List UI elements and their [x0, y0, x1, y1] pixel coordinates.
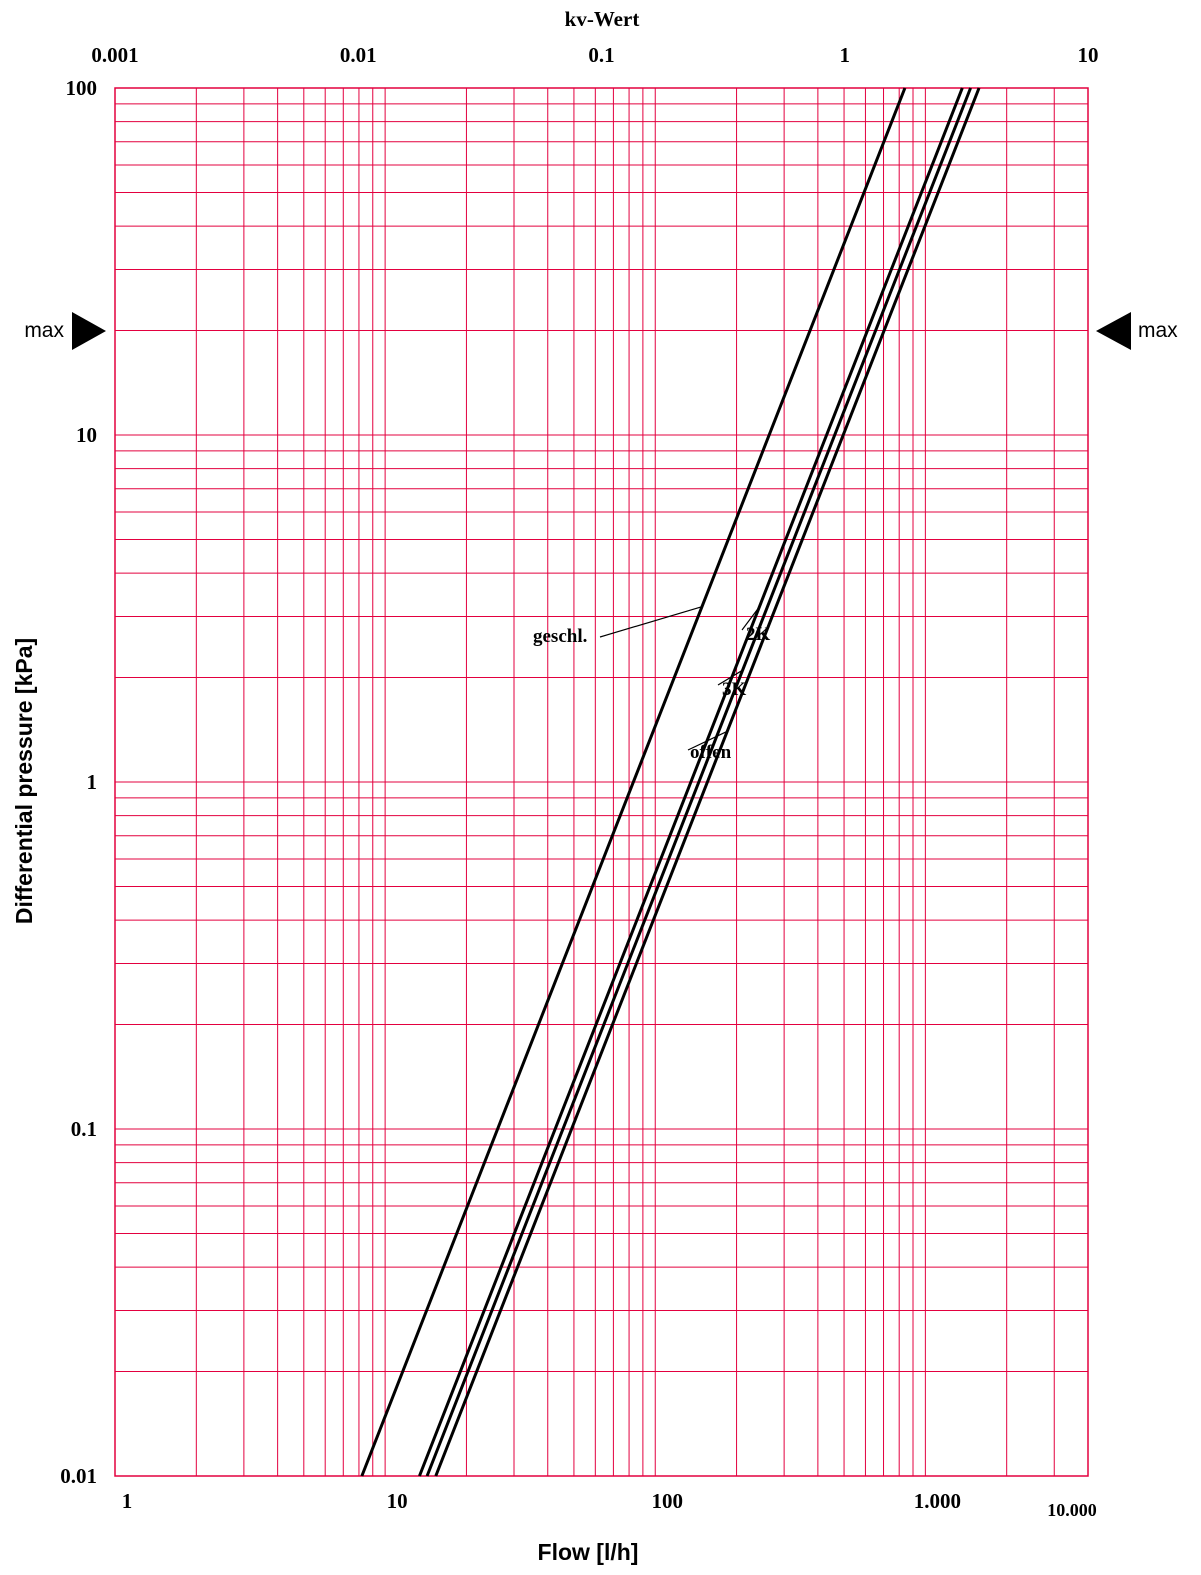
series-leader-line	[599, 606, 703, 638]
max-triangle-right-icon	[1096, 312, 1131, 350]
max-marker-right: max	[1096, 312, 1178, 350]
top-tick-label: 10	[1078, 43, 1099, 67]
y-tick-label: 0.1	[71, 1117, 97, 1141]
series-leader-line	[717, 669, 743, 686]
top-axis-label: kv-Wert	[565, 7, 640, 31]
top-tick-label: 1	[840, 43, 851, 67]
series-label: 3K	[722, 679, 747, 700]
x-axis-ticks: 1 10 100 1.000 10.000	[122, 1489, 1097, 1520]
series-line	[360, 87, 907, 1477]
x-tick-label: 1.000	[914, 1489, 961, 1513]
y-tick-label: 100	[66, 76, 98, 100]
series-line	[434, 87, 981, 1477]
top-tick-label: 0.1	[588, 43, 614, 67]
max-triangle-left-icon	[72, 312, 106, 350]
series-label: 2K	[746, 624, 771, 645]
series-label: offen	[690, 742, 732, 763]
top-axis-ticks: 0.001 0.01 0.1 1 10	[91, 43, 1098, 67]
grid	[114, 87, 1089, 1477]
y-axis-label: Differential pressure [kPa]	[11, 638, 37, 924]
series-line	[418, 87, 964, 1477]
x-tick-label: 10.000	[1047, 1500, 1097, 1520]
y-tick-label: 1	[87, 770, 98, 794]
x-axis-label: Flow [l/h]	[538, 1539, 639, 1565]
curves	[360, 87, 981, 1477]
x-tick-label: 10	[387, 1489, 408, 1513]
y-tick-label: 10	[76, 423, 97, 447]
max-label-left: max	[24, 319, 64, 342]
series-leader-line	[741, 606, 760, 631]
series-line	[425, 87, 972, 1477]
plot-frame	[114, 87, 1089, 1477]
top-tick-label: 0.001	[91, 43, 138, 67]
max-marker-left: max	[24, 312, 106, 350]
top-tick-label: 0.01	[340, 43, 377, 67]
series-leader-line	[687, 730, 728, 751]
y-tick-label: 0.01	[60, 1464, 97, 1488]
y-axis-ticks: 100 10 1 0.1 0.01	[60, 76, 97, 1488]
x-tick-label: 1	[122, 1489, 133, 1513]
max-label-right: max	[1138, 319, 1178, 342]
x-tick-label: 100	[651, 1489, 683, 1513]
series-label: geschl.	[533, 626, 587, 647]
series-label-leaders: geschl. 2K 3K offen	[533, 606, 771, 763]
